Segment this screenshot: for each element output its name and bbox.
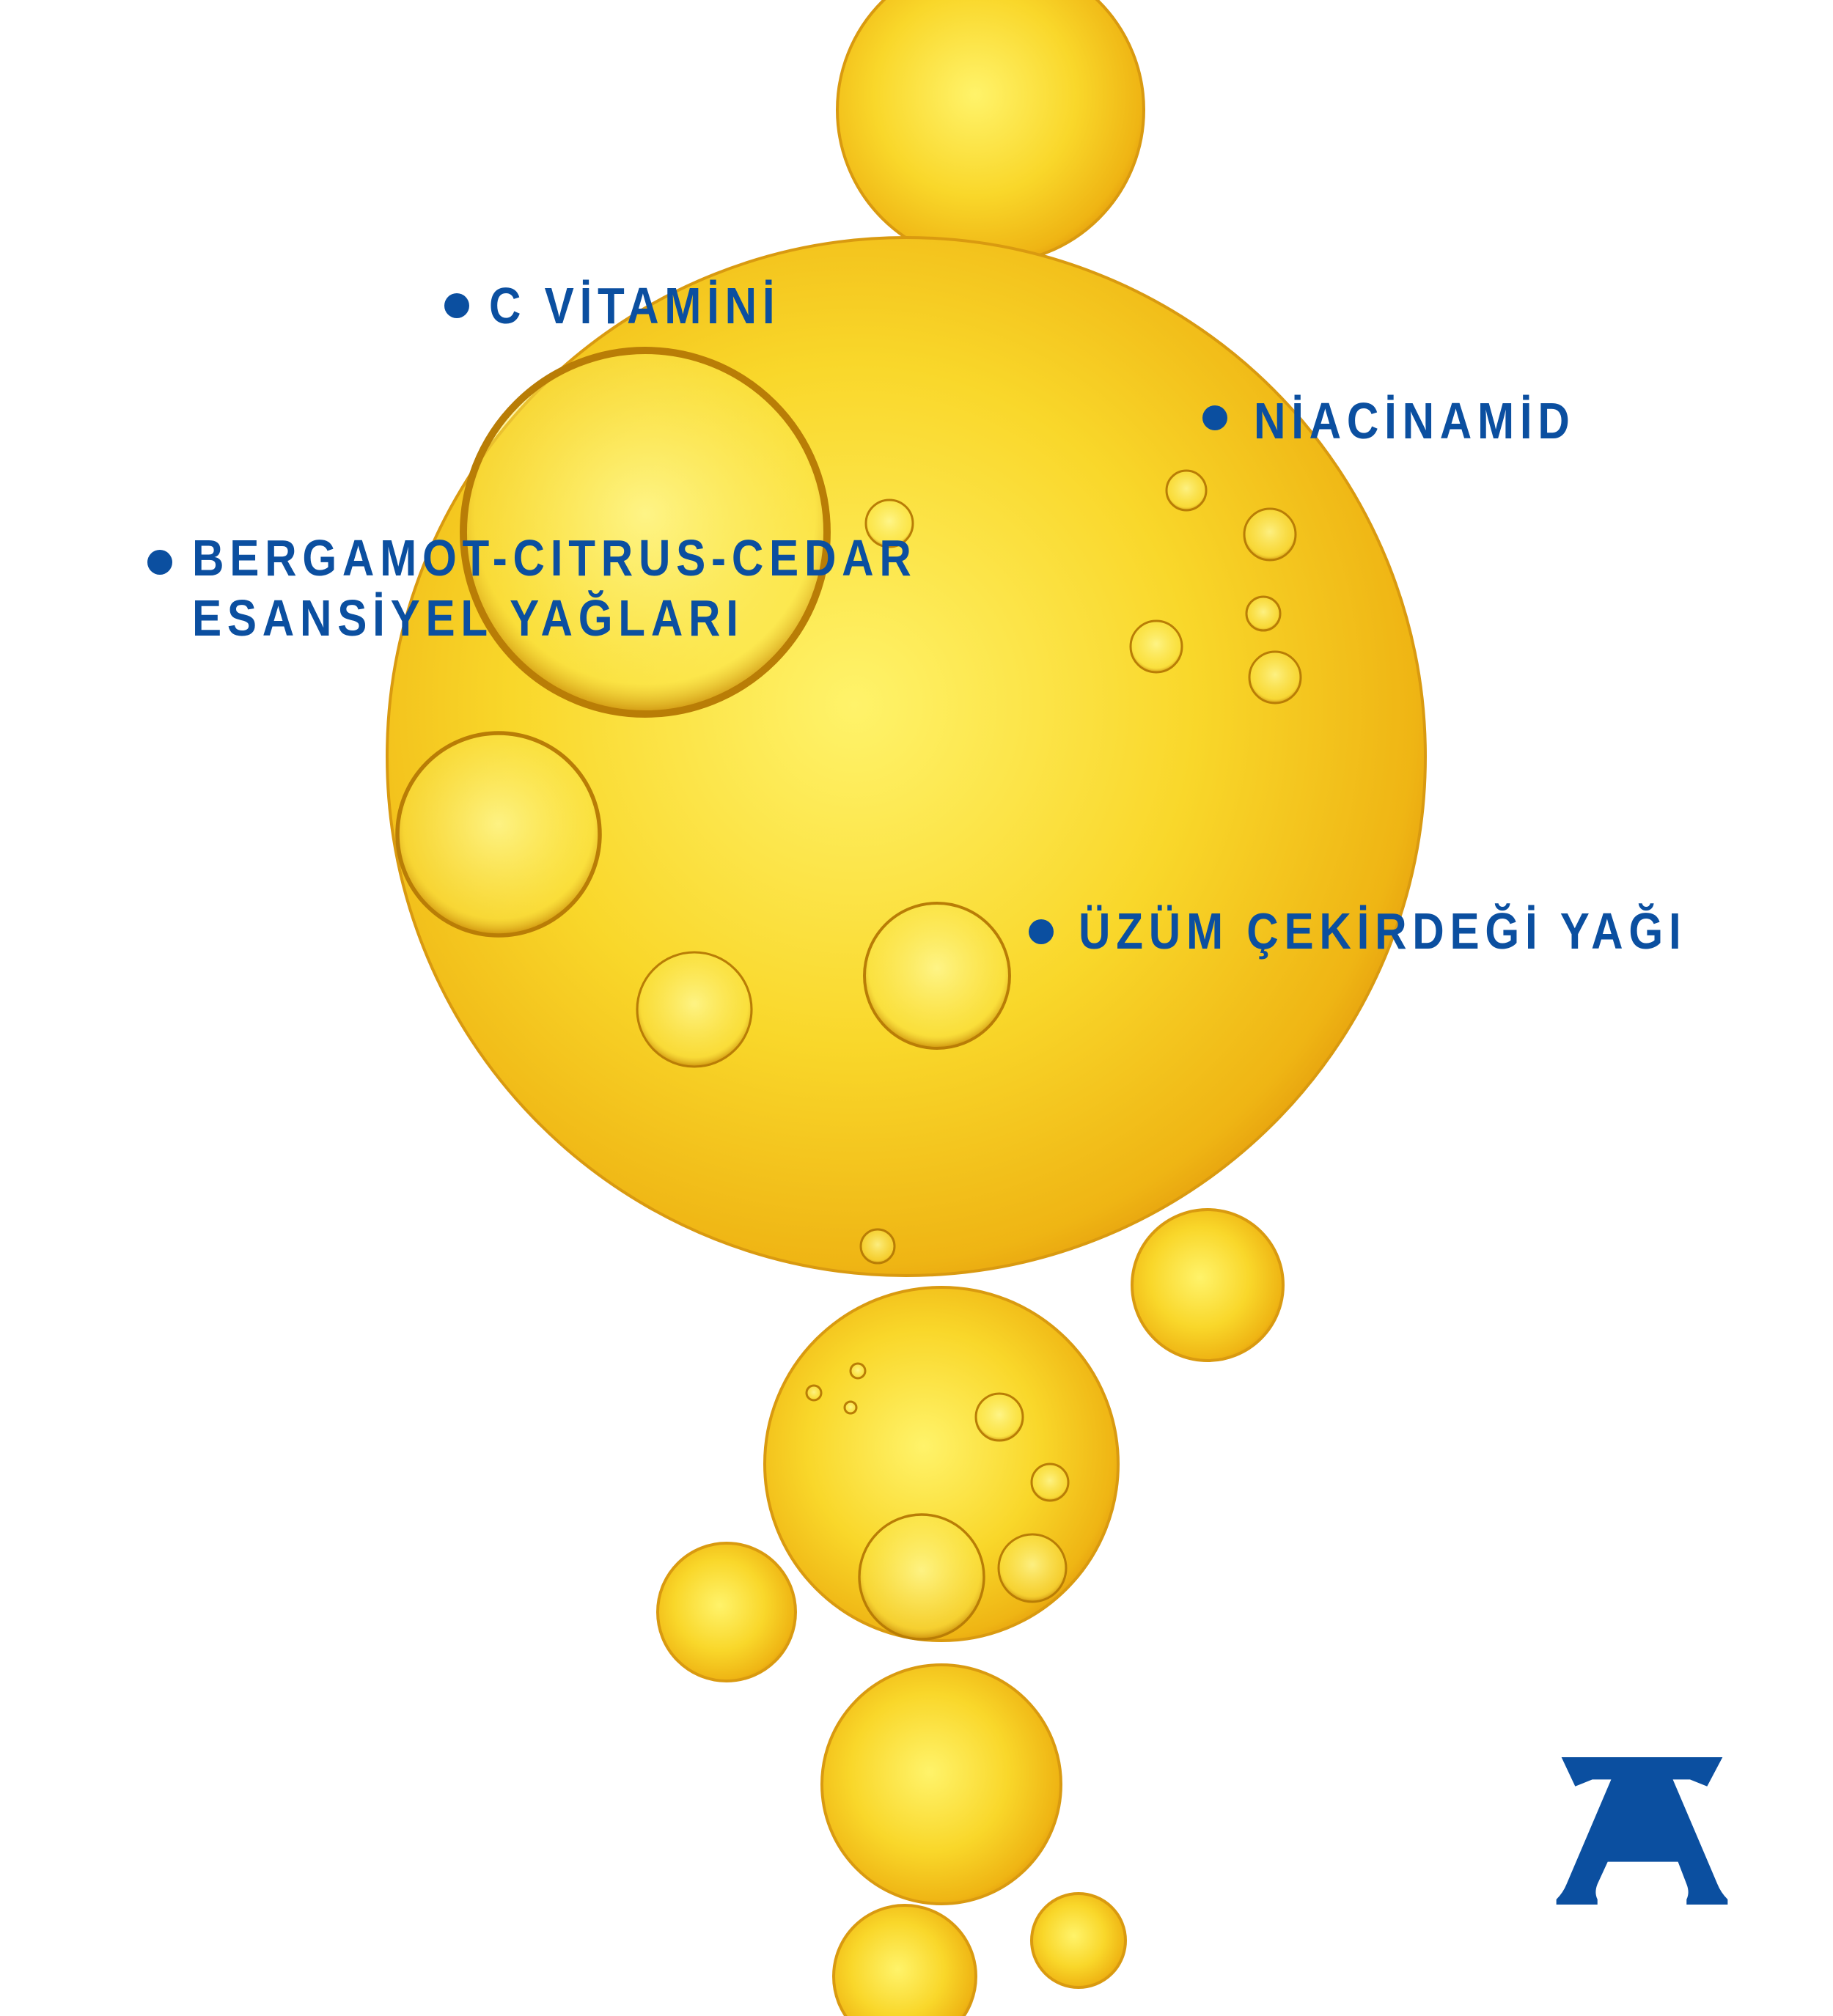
- oil-bubble: [997, 1533, 1068, 1603]
- oil-bubble: [460, 347, 831, 718]
- oil-bubble: [859, 1228, 896, 1265]
- oil-bubble: [805, 1384, 823, 1402]
- label-niacinamide: NİACİNAMİD: [1254, 392, 1576, 449]
- oil-bubble: [1030, 1892, 1127, 1989]
- oil-bubble: [1248, 650, 1302, 705]
- label-essential-oils-line1: BERGAMOT-CITRUS-CEDAR: [192, 529, 917, 586]
- label-grape-seed-oil: ÜZÜM ÇEKİRDEĞİ YAĞI: [1079, 902, 1687, 960]
- oil-bubble: [1131, 1208, 1285, 1362]
- bullet-dot: [147, 550, 172, 575]
- bullet-dot: [1029, 919, 1054, 944]
- oil-bubble: [1245, 595, 1282, 632]
- label-essential-oils-line2: ESANSİYEL YAĞLARI: [192, 589, 744, 647]
- oil-bubble: [849, 1362, 867, 1380]
- oil-bubble: [1030, 1463, 1070, 1502]
- oil-bubble: [395, 731, 602, 938]
- bullet-dot: [1202, 405, 1227, 430]
- oil-bubble: [863, 902, 1011, 1050]
- oil-bubble: [864, 499, 914, 548]
- oil-bubble: [636, 951, 753, 1068]
- bullet-dot: [444, 293, 469, 318]
- brand-logo-icon: [1556, 1757, 1728, 1905]
- label-vitamin-c: C VİTAMİNİ: [489, 277, 781, 334]
- oil-bubble: [656, 1542, 797, 1682]
- oil-bubble: [843, 1400, 858, 1415]
- oil-bubble: [832, 1904, 977, 2016]
- oil-bubble: [1129, 619, 1183, 674]
- oil-bubble: [836, 0, 1145, 265]
- oil-bubble: [820, 1663, 1062, 1905]
- oil-bubble: [1243, 507, 1297, 562]
- oil-bubble: [974, 1392, 1024, 1442]
- oil-bubble: [1165, 469, 1208, 512]
- oil-bubble: [858, 1513, 985, 1641]
